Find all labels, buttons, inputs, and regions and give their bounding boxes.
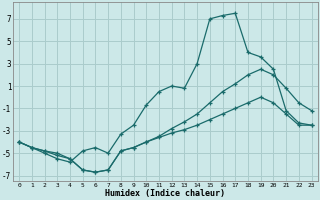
- X-axis label: Humidex (Indice chaleur): Humidex (Indice chaleur): [105, 189, 225, 198]
